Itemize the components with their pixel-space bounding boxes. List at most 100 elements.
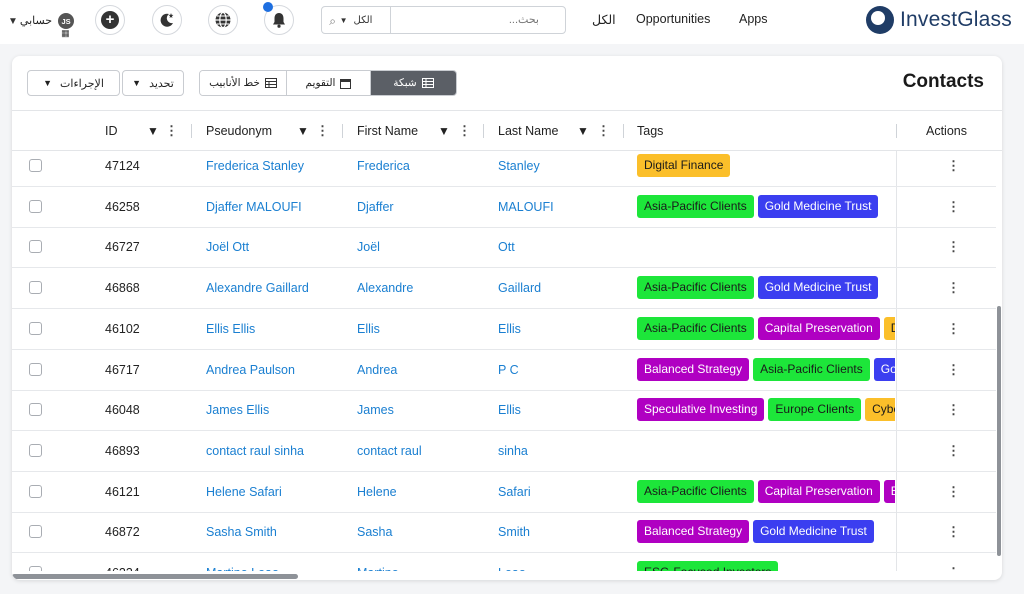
investglass-logo[interactable]: InvestGlass [866,4,1012,36]
cell-pseudonym[interactable]: Sasha Smith [206,525,277,540]
row-checkbox[interactable] [29,321,42,335]
row-menu-icon[interactable]: ⋮ [947,239,960,255]
tag-badge[interactable]: Balanced Strategy [637,520,750,544]
table-row[interactable]: 47124 Frederica Stanley Frederica Stanley Di… [12,151,996,187]
column-menu-icon[interactable]: ⋮ [458,123,471,138]
filter-icon[interactable]: ▼ [438,124,450,138]
table-row[interactable]: 46048 James Ellis James Ellis Speculative In… [12,390,996,432]
cell-first-name[interactable]: Helene [357,484,397,499]
row-menu-icon[interactable]: ⋮ [947,402,960,418]
column-menu-icon[interactable]: ⋮ [597,123,610,138]
row-menu-icon[interactable]: ⋮ [947,361,960,377]
tag-badge[interactable]: ESG-Focused Investors [637,561,779,571]
table-row[interactable]: 46868 Alexandre Gaillard Alexandre Gaillard… [12,268,996,310]
row-checkbox[interactable] [29,159,42,172]
tag-badge[interactable]: Gold Medicine Trust [873,357,895,381]
column-menu-icon[interactable]: ⋮ [165,123,178,138]
view-pipeline[interactable]: خط الأنابيب [200,71,287,95]
filter-icon[interactable]: ▼ [577,124,589,138]
cell-pseudonym[interactable]: Ellis Ellis [206,321,256,336]
tag-badge[interactable]: Digital Finance [883,316,895,340]
column-menu-icon[interactable]: ⋮ [316,123,329,138]
cell-last-name[interactable]: Ott [498,240,515,255]
row-menu-icon[interactable]: ⋮ [947,280,960,296]
row-menu-icon[interactable]: ⋮ [947,442,960,458]
tag-badge[interactable]: Gold Medicine Trust [757,276,879,300]
cell-first-name[interactable]: James [357,403,394,418]
tag-badge[interactable]: Balanced Strategy [637,357,750,381]
cell-pseudonym[interactable]: Helene Safari [206,484,282,499]
cell-first-name[interactable]: Frederica [357,159,410,173]
cell-last-name[interactable]: Leao [498,566,526,571]
account-menu[interactable]: ▼ حسابي JS ▦ [8,8,75,38]
cell-pseudonym[interactable]: Alexandre Gaillard [206,281,309,296]
filter-icon[interactable]: ▼ [147,124,159,138]
tag-badge[interactable]: Asia-Pacific Clients [637,479,754,503]
tag-badge[interactable]: Balanced Strategy [883,479,895,503]
tag-badge[interactable]: Asia-Pacific Clients [637,276,754,300]
column-divider[interactable] [896,124,897,138]
row-checkbox[interactable] [29,484,42,498]
tag-badge[interactable]: Gold Medicine Trust [753,520,874,544]
cell-last-name[interactable]: Ellis [498,403,521,418]
row-checkbox[interactable] [29,362,42,376]
actions-dropdown[interactable]: ▼ الإجراءات [27,70,120,96]
row-checkbox[interactable] [29,403,42,417]
cell-first-name[interactable]: contact raul [357,443,422,458]
cell-last-name[interactable]: Gaillard [498,281,542,296]
row-menu-icon[interactable]: ⋮ [947,483,960,499]
row-menu-icon[interactable]: ⋮ [947,524,960,540]
cell-last-name[interactable]: P C [498,362,519,377]
cell-pseudonym[interactable]: Andrea Paulson [206,362,295,377]
cell-last-name[interactable]: Smith [498,525,530,540]
cell-first-name[interactable]: Alexandre [357,281,414,296]
row-checkbox[interactable] [29,566,42,571]
search-input[interactable] [391,7,565,33]
language-button[interactable] [208,5,238,35]
table-row[interactable]: 46872 Sasha Smith Sasha Smith Balanced Strat… [12,512,996,554]
cell-first-name[interactable]: Sasha [357,525,393,540]
table-row[interactable]: 46717 Andrea Paulson Andrea P C Balanced Str… [12,349,996,391]
row-checkbox[interactable] [29,525,42,539]
row-checkbox[interactable] [29,199,42,213]
tag-badge[interactable]: Asia-Pacific Clients [753,357,870,381]
cell-pseudonym[interactable]: Joël Ott [206,240,250,255]
column-divider[interactable] [191,124,192,138]
row-checkbox[interactable] [29,443,42,457]
nav-apps[interactable]: Apps [739,12,768,26]
tag-badge[interactable]: Speculative Investing [637,398,765,422]
tag-badge[interactable]: Asia-Pacific Clients [637,194,754,218]
table-row[interactable]: 46234 Martine Leao Martine Leao ESG-Focused … [12,553,996,571]
row-checkbox[interactable] [29,240,42,254]
view-calendar[interactable]: التقويم [287,71,371,95]
filter-icon[interactable]: ▼ [297,124,309,138]
cell-first-name[interactable]: Djaffer [357,199,394,214]
row-menu-icon[interactable]: ⋮ [947,198,960,214]
tag-badge[interactable]: Digital Finance [637,154,731,177]
cell-last-name[interactable]: MALOUFI [498,199,554,214]
select-dropdown[interactable]: ▼ تحديد [122,70,184,96]
column-divider[interactable] [623,124,624,138]
table-row[interactable]: 46102 Ellis Ellis Ellis Ellis Asia-Pacific C… [12,308,996,350]
vertical-scrollbar[interactable] [997,306,1001,556]
tag-badge[interactable]: Capital Preservation [757,479,880,503]
row-menu-icon[interactable]: ⋮ [947,320,960,336]
cell-pseudonym[interactable]: Djaffer MALOUFI [206,199,302,214]
tag-badge[interactable]: Capital Preservation [757,316,880,340]
table-row[interactable]: 46121 Helene Safari Helene Safari Asia-Pacif… [12,471,996,513]
row-menu-icon[interactable]: ⋮ [947,565,960,571]
row-checkbox[interactable] [29,281,42,295]
add-button[interactable]: + [95,5,125,35]
horizontal-scrollbar[interactable] [12,574,298,579]
tag-badge[interactable]: Gold Medicine Trust [757,194,879,218]
view-grid[interactable]: شبكة [371,71,456,95]
cell-last-name[interactable]: Safari [498,484,531,499]
table-row[interactable]: 46727 Joël Ott Joël Ott ⋮ [12,227,996,269]
cell-pseudonym[interactable]: Frederica Stanley [206,159,304,173]
cell-pseudonym[interactable]: contact raul sinha [206,443,304,458]
column-divider[interactable] [483,124,484,138]
cell-last-name[interactable]: Stanley [498,159,540,173]
search-scope-select[interactable]: ▼ الكل [322,7,391,33]
nav-all[interactable]: الكل [592,13,616,27]
tag-badge[interactable]: Asia-Pacific Clients [637,316,754,340]
